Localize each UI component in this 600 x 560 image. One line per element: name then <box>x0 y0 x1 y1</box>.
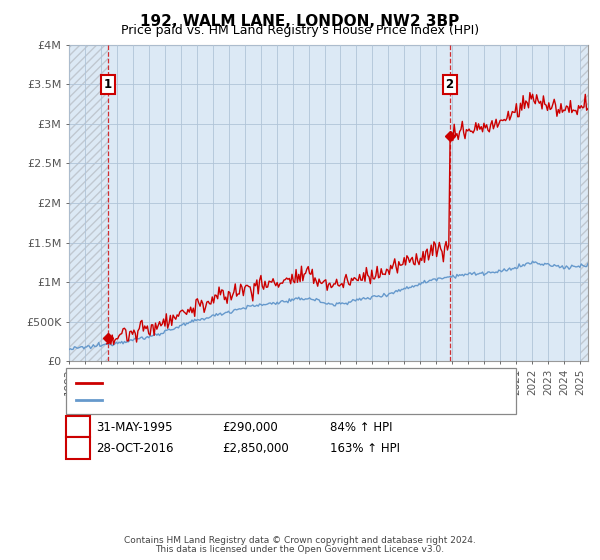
Text: 31-MAY-1995: 31-MAY-1995 <box>96 421 173 434</box>
Text: £2,850,000: £2,850,000 <box>222 442 289 455</box>
Text: 1: 1 <box>74 421 82 434</box>
Text: 192, WALM LANE, LONDON, NW2 3BP (detached house): 192, WALM LANE, LONDON, NW2 3BP (detache… <box>106 377 417 388</box>
Text: 2: 2 <box>74 442 82 455</box>
Text: Contains HM Land Registry data © Crown copyright and database right 2024.: Contains HM Land Registry data © Crown c… <box>124 536 476 545</box>
Text: 1: 1 <box>104 78 112 91</box>
Text: £290,000: £290,000 <box>222 421 278 434</box>
Text: HPI: Average price, detached house, Brent: HPI: Average price, detached house, Bren… <box>106 395 343 405</box>
Text: Price paid vs. HM Land Registry's House Price Index (HPI): Price paid vs. HM Land Registry's House … <box>121 24 479 37</box>
Text: 192, WALM LANE, LONDON, NW2 3BP: 192, WALM LANE, LONDON, NW2 3BP <box>140 14 460 29</box>
Text: 163% ↑ HPI: 163% ↑ HPI <box>330 442 400 455</box>
Text: 28-OCT-2016: 28-OCT-2016 <box>96 442 173 455</box>
Bar <box>69 45 107 361</box>
Text: This data is licensed under the Open Government Licence v3.0.: This data is licensed under the Open Gov… <box>155 545 445 554</box>
Text: 2: 2 <box>445 78 454 91</box>
Bar <box>580 45 588 361</box>
Text: 84% ↑ HPI: 84% ↑ HPI <box>330 421 392 434</box>
